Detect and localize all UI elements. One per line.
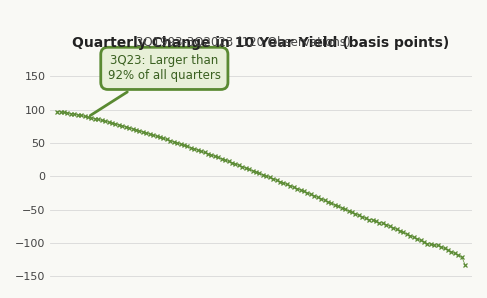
Title: Quarterly Change in 10 Year Yield (basis points): Quarterly Change in 10 Year Yield (basis… bbox=[73, 36, 450, 50]
Text: 3Q1993-3Q2023 (120 Observations): 3Q1993-3Q2023 (120 Observations) bbox=[136, 36, 351, 49]
Text: 3Q23: Larger than
92% of all quarters: 3Q23: Larger than 92% of all quarters bbox=[90, 54, 221, 116]
